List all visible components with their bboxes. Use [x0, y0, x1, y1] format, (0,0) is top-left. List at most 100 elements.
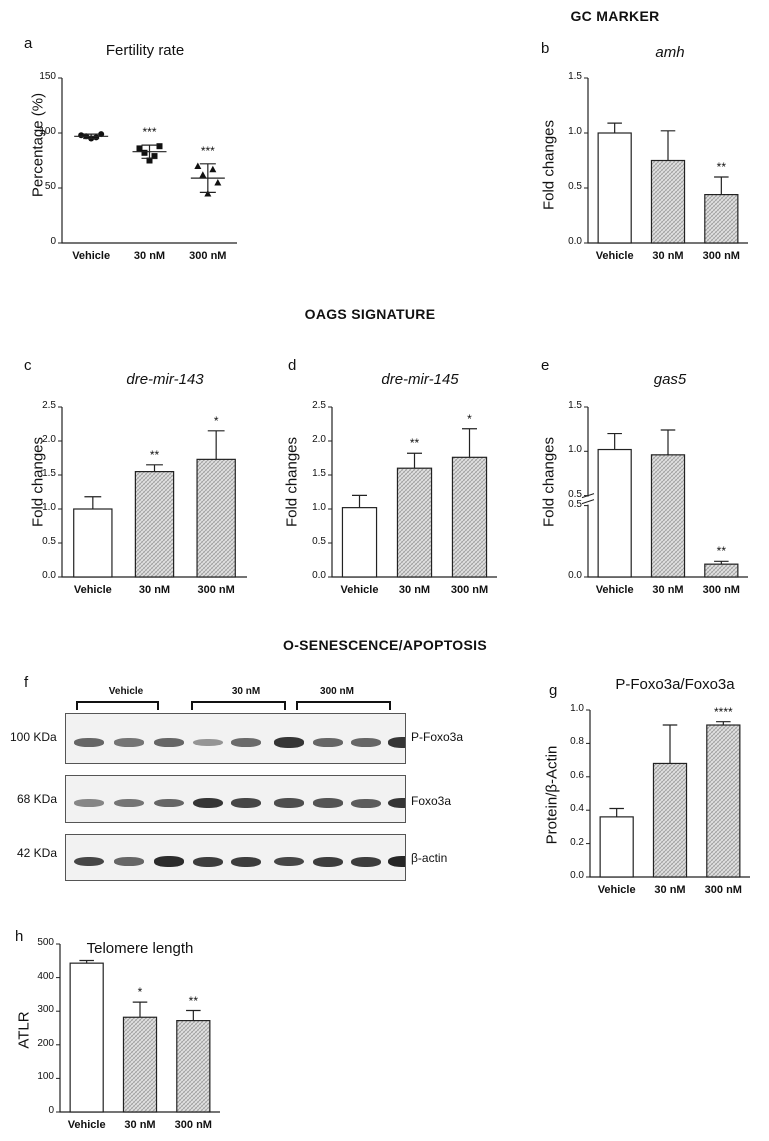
- y-tick-label: 0.0: [312, 570, 326, 581]
- blot-mw-label: 42 KDa: [17, 846, 58, 860]
- error-bar: [84, 496, 102, 509]
- bar: [73, 508, 113, 578]
- significance-label: **: [716, 544, 726, 559]
- blot-band: [114, 738, 144, 747]
- blot-strip: [65, 775, 406, 823]
- blot-band: [74, 799, 104, 807]
- blot-band: [231, 738, 261, 747]
- blot-band: [313, 856, 343, 867]
- blot-band: [74, 738, 104, 747]
- x-tick-label: Vehicle: [73, 584, 112, 596]
- y-tick-label: 50: [44, 181, 56, 192]
- y-tick-label: 0.0: [42, 570, 56, 581]
- data-point: [199, 171, 207, 178]
- data-point: [194, 162, 202, 169]
- x-tick-label: 300 nM: [704, 884, 742, 896]
- blot-band: [274, 737, 304, 748]
- bracket: [191, 701, 286, 710]
- error-bar: [662, 724, 678, 764]
- blot-band: [388, 797, 405, 809]
- x-tick-label: Vehicle: [595, 250, 634, 262]
- y-tick-label: 400: [37, 970, 54, 982]
- panel-label-f: f: [24, 674, 29, 691]
- y-tick-label: 500: [37, 937, 54, 948]
- error-bar: [79, 959, 94, 964]
- error-bar: [660, 130, 676, 161]
- significance-label: *: [467, 411, 472, 426]
- error-bar: [132, 1001, 148, 1018]
- bar: [652, 762, 688, 878]
- data-point: [146, 157, 153, 164]
- y-tick-label: 0.5: [568, 181, 582, 192]
- blot-band: [154, 738, 184, 747]
- x-tick-label: 300 nM: [197, 584, 235, 596]
- chart-title-a: Fertility rate: [105, 42, 185, 59]
- bar: [650, 454, 686, 578]
- data-point: [136, 145, 143, 152]
- panel-label-b: b: [541, 40, 550, 57]
- chart-title-g: P-Foxo3a/Foxo3a: [615, 676, 735, 693]
- x-tick-label: 300 nM: [174, 1119, 212, 1131]
- y-tick-label: 1.5: [42, 468, 56, 479]
- data-point: [204, 190, 212, 197]
- y-tick-label: 0.0: [570, 870, 584, 881]
- error-bar: [406, 452, 423, 469]
- significance-label: **: [188, 993, 198, 1008]
- x-tick-label: 300 nM: [450, 584, 489, 596]
- bar: [196, 458, 236, 578]
- error-bar: [146, 464, 163, 472]
- error-bar: [207, 430, 225, 460]
- blot-group-label: 30 nM: [231, 686, 261, 697]
- blot-group-label: Vehicle: [108, 686, 144, 697]
- x-tick-label: 300 nM: [702, 250, 740, 262]
- blot-strip: [65, 713, 406, 764]
- section-title-gc-marker: GC MARKER: [570, 8, 660, 24]
- chart-title-d: dre-mir-145: [381, 371, 459, 388]
- mean-sd-bar: [190, 163, 225, 193]
- y-tick-label: 0.6: [570, 769, 584, 781]
- data-point: [151, 153, 158, 160]
- blot-band: [74, 856, 104, 867]
- y-tick-label: 1.5: [568, 400, 582, 411]
- chart-title-e: gas5: [653, 371, 687, 388]
- panel-label-c: c: [24, 357, 32, 374]
- significance-label: ****: [713, 704, 733, 719]
- error-bar: [609, 807, 624, 817]
- data-point: [214, 179, 222, 186]
- bar: [599, 816, 634, 878]
- y-tick-label: 0.5: [42, 536, 56, 547]
- significance-label: **: [409, 436, 420, 451]
- y-tick-label: 0.4: [570, 803, 584, 815]
- blot-protein-label: P-Foxo3a: [411, 730, 464, 744]
- mean-sd-bar: [74, 133, 109, 140]
- mean-sd-bar: [132, 144, 167, 159]
- x-tick-label: Vehicle: [340, 584, 379, 596]
- y-tick-label: 0.5: [312, 536, 326, 547]
- x-tick-label: 300 nM: [702, 584, 740, 596]
- y-tick-label: 0.8: [570, 736, 584, 748]
- y-tick-label: 0.5: [568, 488, 582, 500]
- y-tick-label: 150: [39, 71, 56, 82]
- x-tick-label: 30 nM: [398, 584, 431, 596]
- y-tick-label: 1.5: [568, 71, 582, 82]
- panel-label-a: a: [24, 35, 33, 52]
- error-bar: [351, 494, 368, 508]
- y-tick-label: 300: [37, 1004, 54, 1016]
- blot-band: [154, 798, 184, 808]
- significance-label: *: [137, 985, 143, 1000]
- blot-band: [351, 798, 381, 808]
- section-title-oags-signature: OAGS SIGNATURE: [304, 306, 436, 322]
- significance-label: *: [213, 413, 219, 428]
- blot-protein-label: Foxo3a: [411, 794, 452, 808]
- blot-mw-label: 68 KDa: [17, 792, 58, 806]
- y-tick-label: 1.0: [312, 502, 326, 513]
- bracket: [76, 701, 159, 710]
- x-tick-label: Vehicle: [597, 884, 636, 896]
- blot-band: [193, 738, 223, 747]
- blot-band: [274, 856, 304, 867]
- y-tick-label: 1.0: [570, 703, 584, 714]
